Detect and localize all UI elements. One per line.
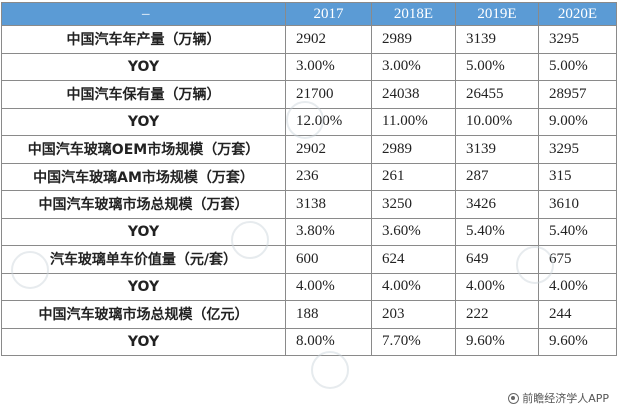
row-label-cell: 中国汽车年产量（万辆）	[1, 25, 286, 54]
value-cell: 5.00%	[455, 52, 539, 81]
value-cell: 24038	[371, 80, 456, 109]
row-label-cell: YOY	[1, 217, 286, 246]
value-cell: 4.00%	[538, 272, 617, 301]
table-row: 汽车玻璃单车价值量（元/套） 600 624 649 675	[1, 245, 617, 274]
row-label-cell: 中国汽车玻璃OEM市场规模（万套）	[1, 135, 286, 164]
value-cell: 600	[285, 245, 372, 274]
value-cell: 10.00%	[455, 107, 539, 136]
row-label-cell: 中国汽车玻璃市场总规模（万套）	[1, 190, 286, 219]
value-cell: 203	[371, 300, 456, 329]
row-label-cell: 中国汽车玻璃市场总规模（亿元）	[1, 300, 286, 329]
value-cell: 4.00%	[285, 272, 372, 301]
value-cell: 649	[455, 245, 539, 274]
value-cell: 3426	[455, 190, 539, 219]
table-row: 中国汽车年产量（万辆） 2902 2989 3139 3295	[1, 25, 617, 54]
value-cell: 5.40%	[455, 217, 539, 246]
row-label-cell: YOY	[1, 272, 286, 301]
value-cell: 3610	[538, 190, 617, 219]
data-table-container: – 2017 2018E 2019E 2020E 中国汽车年产量（万辆） 2902…	[1, 2, 617, 356]
value-cell: 8.00%	[285, 327, 372, 356]
header-year-cell: 2020E	[538, 2, 617, 26]
value-cell: 3295	[538, 25, 617, 54]
logo-icon	[508, 392, 520, 404]
header-corner-cell: –	[1, 2, 286, 26]
value-cell: 3139	[455, 135, 539, 164]
value-cell: 236	[285, 162, 372, 191]
value-cell: 9.60%	[455, 327, 539, 356]
value-cell: 3139	[455, 25, 539, 54]
value-cell: 4.00%	[455, 272, 539, 301]
row-label-cell: 中国汽车玻璃AM市场规模（万套）	[1, 162, 286, 191]
table-body: 中国汽车年产量（万辆） 2902 2989 3139 3295 YOY 3.00% 3.00%…	[1, 25, 617, 356]
value-cell: 9.60%	[538, 327, 617, 356]
table-row: YOY 3.80% 3.60% 5.40% 5.40%	[1, 217, 617, 246]
table-row: 中国汽车玻璃市场总规模（亿元） 188 203 222 244	[1, 300, 617, 329]
data-table: – 2017 2018E 2019E 2020E 中国汽车年产量（万辆） 2902…	[1, 2, 617, 356]
row-label-cell: YOY	[1, 107, 286, 136]
value-cell: 3.80%	[285, 217, 372, 246]
table-header: – 2017 2018E 2019E 2020E	[1, 2, 617, 26]
value-cell: 5.00%	[538, 52, 617, 81]
value-cell: 28957	[538, 80, 617, 109]
value-cell: 244	[538, 300, 617, 329]
value-cell: 2902	[285, 25, 372, 54]
header-year-cell: 2017	[285, 2, 372, 26]
value-cell: 2989	[371, 25, 456, 54]
value-cell: 3.60%	[371, 217, 456, 246]
value-cell: 675	[538, 245, 617, 274]
table-row: 中国汽车保有量（万辆） 21700 24038 26455 28957	[1, 80, 617, 109]
value-cell: 624	[371, 245, 456, 274]
value-cell: 3.00%	[285, 52, 372, 81]
value-cell: 4.00%	[371, 272, 456, 301]
row-label-cell: YOY	[1, 52, 286, 81]
source-credit: 前瞻经济学人APP	[506, 390, 611, 406]
value-cell: 11.00%	[371, 107, 456, 136]
value-cell: 3295	[538, 135, 617, 164]
value-cell: 12.00%	[285, 107, 372, 136]
table-row: YOY 8.00% 7.70% 9.60% 9.60%	[1, 327, 617, 356]
row-label-cell: YOY	[1, 327, 286, 356]
value-cell: 222	[455, 300, 539, 329]
value-cell: 2902	[285, 135, 372, 164]
value-cell: 3250	[371, 190, 456, 219]
value-cell: 261	[371, 162, 456, 191]
table-row: 中国汽车玻璃AM市场规模（万套） 236 261 287 315	[1, 162, 617, 191]
value-cell: 21700	[285, 80, 372, 109]
row-label-cell: 中国汽车保有量（万辆）	[1, 80, 286, 109]
value-cell: 9.00%	[538, 107, 617, 136]
row-label-cell: 汽车玻璃单车价值量（元/套）	[1, 245, 286, 274]
table-row: 中国汽车玻璃市场总规模（万套） 3138 3250 3426 3610	[1, 190, 617, 219]
value-cell: 3.00%	[371, 52, 456, 81]
header-year-cell: 2018E	[371, 2, 456, 26]
value-cell: 188	[285, 300, 372, 329]
source-credit-text: 前瞻经济学人APP	[522, 392, 609, 405]
table-row: YOY 12.00% 11.00% 10.00% 9.00%	[1, 107, 617, 136]
value-cell: 287	[455, 162, 539, 191]
value-cell: 315	[538, 162, 617, 191]
value-cell: 7.70%	[371, 327, 456, 356]
header-row: – 2017 2018E 2019E 2020E	[1, 2, 617, 26]
value-cell: 26455	[455, 80, 539, 109]
value-cell: 3138	[285, 190, 372, 219]
header-year-cell: 2019E	[455, 2, 539, 26]
table-row: 中国汽车玻璃OEM市场规模（万套） 2902 2989 3139 3295	[1, 135, 617, 164]
table-row: YOY 4.00% 4.00% 4.00% 4.00%	[1, 272, 617, 301]
value-cell: 2989	[371, 135, 456, 164]
table-row: YOY 3.00% 3.00% 5.00% 5.00%	[1, 52, 617, 81]
value-cell: 5.40%	[538, 217, 617, 246]
